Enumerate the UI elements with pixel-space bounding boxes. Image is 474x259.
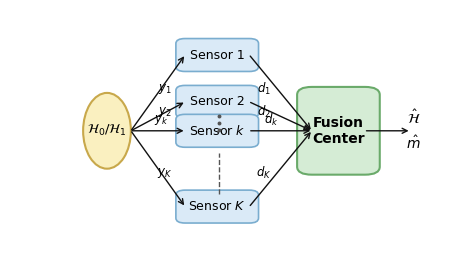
Text: $y_K$: $y_K$ [157,166,173,180]
Text: $y_k$: $y_k$ [154,113,168,127]
Text: $d_1$: $d_1$ [257,81,271,97]
Text: $d_K$: $d_K$ [256,165,272,181]
Text: Sensor $k$: Sensor $k$ [189,124,246,138]
Text: $y_2$: $y_2$ [158,105,172,119]
FancyBboxPatch shape [176,114,258,147]
Text: Sensor 2: Sensor 2 [190,95,245,108]
Ellipse shape [83,93,131,169]
FancyBboxPatch shape [297,87,380,175]
Text: $\hat{m}$: $\hat{m}$ [407,135,421,152]
FancyBboxPatch shape [176,39,258,71]
Text: $y_1$: $y_1$ [158,82,172,96]
FancyBboxPatch shape [176,85,258,118]
Text: Fusion
Center: Fusion Center [312,116,365,146]
FancyBboxPatch shape [176,190,258,223]
Text: $\mathcal{H}_0/\mathcal{H}_1$: $\mathcal{H}_0/\mathcal{H}_1$ [87,123,127,138]
Text: $d_k$: $d_k$ [264,112,279,128]
Text: $\hat{\mathcal{H}}$: $\hat{\mathcal{H}}$ [407,109,420,127]
Text: Sensor $K$: Sensor $K$ [188,200,246,213]
Text: $d_2$: $d_2$ [257,104,271,120]
Text: Sensor 1: Sensor 1 [190,48,245,61]
